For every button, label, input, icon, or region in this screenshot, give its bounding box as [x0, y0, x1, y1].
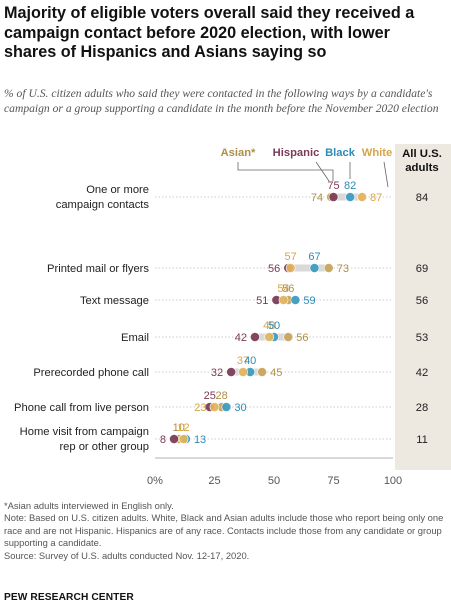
value-label: 54 [277, 283, 289, 295]
value-label: 42 [235, 332, 247, 344]
value-label: 87 [370, 192, 382, 204]
value-label: 10 [173, 422, 185, 434]
x-tick-label: 0% [147, 475, 163, 487]
legend-label-asian: Asian* [221, 147, 256, 159]
legend-leader-hispanic [315, 161, 330, 182]
dot-white [238, 367, 248, 377]
dot-black [345, 192, 356, 202]
value-label: 45 [270, 367, 282, 379]
value-label: 8 [160, 434, 166, 446]
value-label: 50 [268, 320, 280, 332]
value-label: 56 [282, 283, 294, 295]
value-label: 59 [303, 295, 315, 307]
dot-white [285, 263, 296, 273]
dot-hispanic [250, 332, 260, 342]
value-label: 25 [204, 390, 216, 402]
all-us-header-line-1: All U.S. [402, 148, 442, 160]
all-us-value: 42 [416, 367, 428, 379]
category-label: rep or other group [59, 441, 149, 453]
value-label: 75 [327, 180, 339, 192]
value-label: 12 [177, 422, 189, 434]
dot-black [290, 295, 301, 305]
all-us-value: 28 [416, 402, 428, 414]
value-label: 30 [234, 402, 246, 414]
dot-plot-chart: All U.S. adults One or more campaign contac… [14, 144, 451, 487]
value-label: 32 [211, 367, 223, 379]
legend-leader-asian [237, 162, 334, 181]
category-label: campaign contacts [56, 199, 150, 211]
category-label: Home visit from campaign [20, 426, 149, 438]
dot-hispanic [328, 192, 339, 202]
category-label: One or more [86, 184, 149, 196]
category-label: Text message [80, 295, 149, 307]
dot-asian [283, 332, 294, 342]
x-tick-label: 50 [268, 475, 280, 487]
legend-label-hispanic: Hispanic [273, 147, 320, 159]
footnote-source: Source: Survey of U.S. adults conducted … [4, 549, 250, 561]
value-label: 56 [296, 332, 308, 344]
value-label: 56 [268, 263, 280, 275]
legend-label-white: White [362, 147, 392, 159]
footnotes: *Asian adults interviewed in English onl… [4, 500, 446, 562]
chart-subtitle: % of U.S. citizen adults who said they w… [4, 87, 439, 115]
legend-leader-white [383, 161, 389, 188]
dot-asian [257, 367, 267, 377]
x-tick-label: 100 [384, 475, 402, 487]
pew-logo: PEW RESEARCH CENTER [4, 592, 134, 603]
dot-hispanic [226, 367, 237, 377]
footnote-asian: *Asian adults interviewed in English onl… [4, 500, 174, 511]
all-us-column-bg [395, 144, 451, 470]
value-label: 73 [337, 263, 349, 275]
value-label: 40 [244, 355, 256, 367]
value-label: 51 [256, 295, 268, 307]
all-us-header-line-2: adults [405, 162, 439, 174]
footnote-note: Note: Based on U.S. citizen adults. Whit… [4, 512, 444, 549]
x-tick-label: 25 [208, 475, 220, 487]
dot-white [264, 332, 275, 342]
value-label: 82 [344, 180, 356, 192]
value-label: 67 [308, 251, 320, 263]
dot-hispanic [169, 434, 179, 444]
dot-white [357, 192, 367, 202]
dot-asian [323, 263, 334, 273]
value-label: 74 [311, 192, 323, 204]
category-label: Email [121, 332, 149, 344]
dot-black [221, 402, 232, 412]
category-label: Printed mail or flyers [47, 263, 149, 275]
x-tick-label: 75 [327, 475, 339, 487]
dot-black [309, 263, 320, 273]
value-label: 37 [237, 355, 249, 367]
value-label: 23 [194, 402, 206, 414]
all-us-value: 69 [416, 263, 428, 275]
all-us-value: 56 [416, 295, 428, 307]
value-label: 57 [285, 251, 297, 263]
value-label: 13 [194, 434, 206, 446]
dot-white [178, 434, 189, 444]
dot-white [209, 402, 220, 412]
all-us-value: 11 [416, 434, 428, 446]
category-label: Prerecorded phone call [33, 367, 149, 379]
value-label: 48 [263, 320, 275, 332]
all-us-value: 53 [416, 332, 428, 344]
chart-title: Majority of eligible voters overall said… [4, 4, 415, 61]
category-label: Phone call from live person [14, 402, 149, 414]
legend-label-black: Black [325, 147, 356, 159]
value-label: 28 [216, 390, 228, 402]
all-us-value: 84 [416, 192, 428, 204]
dot-white [278, 295, 289, 305]
